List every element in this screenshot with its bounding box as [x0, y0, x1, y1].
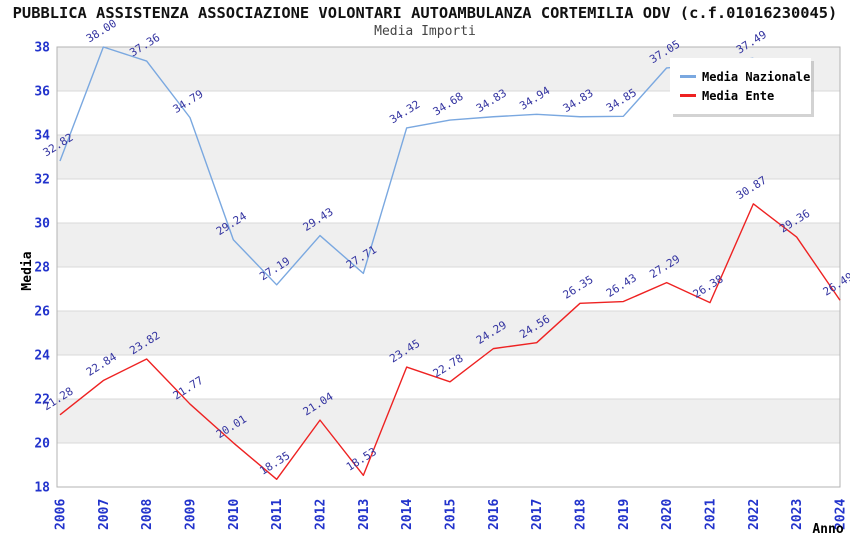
y-tick-label: 22 [34, 393, 50, 408]
line-swatch-ente-icon [680, 94, 696, 97]
point-label: 38.00 [84, 17, 119, 46]
x-tick-label: 2010 [227, 499, 242, 530]
legend-label-ente: Media Ente [702, 88, 775, 103]
point-label: 34.79 [171, 87, 206, 116]
point-label: 18.53 [344, 445, 379, 474]
point-label: 34.68 [431, 90, 466, 119]
point-label: 18.35 [257, 449, 292, 478]
x-tick-label: 2014 [400, 499, 415, 530]
x-tick-label: 2009 [184, 499, 199, 530]
series-line-media-ente [59, 203, 841, 480]
x-tick-label: 2015 [444, 499, 459, 530]
y-tick-label: 18 [34, 481, 50, 496]
x-tick-label: 2022 [747, 499, 762, 530]
x-axis-title: Anno [812, 522, 843, 537]
point-label: 26.35 [561, 273, 596, 302]
x-tick-label: 2019 [617, 499, 632, 530]
x-tick-label: 2006 [54, 499, 69, 530]
x-tick-label: 2011 [270, 499, 285, 530]
x-tick-label: 2017 [530, 499, 545, 530]
plot-band [57, 135, 840, 179]
y-tick-label: 36 [34, 85, 50, 100]
y-tick-label: 20 [34, 437, 50, 452]
legend-item-media-nazionale: Media Nazionale [680, 68, 811, 85]
point-label: 22.78 [431, 352, 466, 381]
x-tick-label: 2023 [790, 499, 805, 530]
y-tick-label: 28 [34, 261, 50, 276]
plot-border [56, 46, 841, 488]
legend-label-nazionale: Media Nazionale [702, 69, 811, 84]
point-label: 34.32 [387, 98, 422, 127]
plot-band [57, 399, 840, 443]
x-tick-label: 2024 [834, 499, 849, 530]
y-tick-label: 26 [34, 305, 50, 320]
x-tick-label: 2020 [660, 499, 675, 530]
line-swatch-nazionale-icon [680, 75, 696, 78]
plot-band [57, 223, 840, 267]
chart-title: PUBBLICA ASSISTENZA ASSOCIAZIONE VOLONTA… [12, 4, 838, 22]
x-tick-label: 2008 [140, 499, 155, 530]
y-tick-label: 24 [34, 349, 50, 364]
point-label: 26.43 [604, 271, 639, 300]
point-label: 21.77 [171, 374, 206, 403]
legend-item-media-ente: Media Ente [680, 87, 811, 104]
y-tick-label: 32 [34, 173, 50, 188]
y-tick-label: 38 [34, 41, 50, 56]
y-tick-label: 34 [34, 129, 50, 144]
x-tick-label: 2012 [314, 499, 329, 530]
x-tick-label: 2013 [357, 499, 372, 530]
plot-band [57, 311, 840, 355]
legend: Media Nazionale Media Ente [670, 58, 811, 114]
point-label: 26.38 [691, 272, 726, 301]
series-line-media-nazionale [59, 46, 754, 286]
y-axis-title: Media [20, 251, 35, 290]
y-tick-label: 30 [34, 217, 50, 232]
x-tick-label: 2016 [487, 499, 502, 530]
chart-subtitle: Media Importi [374, 24, 476, 39]
x-tick-label: 2021 [704, 499, 719, 530]
x-tick-label: 2018 [574, 499, 589, 530]
x-tick-label: 2007 [97, 499, 112, 530]
